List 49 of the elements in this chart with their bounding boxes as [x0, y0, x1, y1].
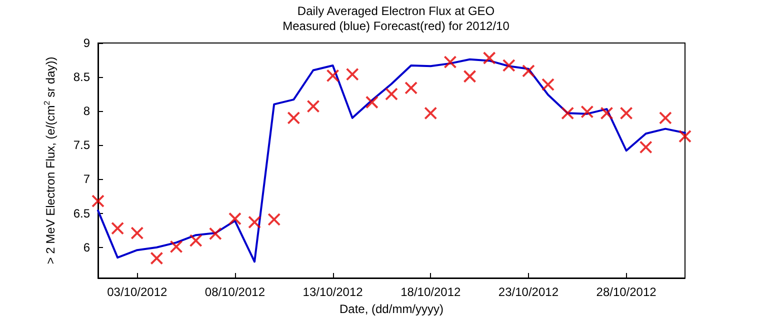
- point: [248, 216, 262, 229]
- point: [678, 130, 692, 143]
- point: [385, 88, 398, 101]
- point: [482, 51, 496, 64]
- point: [502, 58, 516, 72]
- point: [542, 78, 555, 92]
- point: [424, 106, 438, 120]
- x-axis-title: Date, (dd/mm/yyyy): [339, 302, 444, 316]
- y-tick-label: 9: [83, 36, 90, 50]
- x-tick-label: 28/10/2012: [596, 285, 657, 299]
- y-tick-label: 6: [83, 240, 90, 254]
- y-axis-title: > 2 MeV Electron Flux, (e/(cm2 sr day)): [42, 56, 58, 264]
- y-tick-label: 8: [83, 104, 90, 118]
- point: [444, 56, 457, 69]
- point: [228, 212, 242, 226]
- point: [522, 64, 535, 78]
- point: [208, 227, 222, 240]
- x-tick-label: 13/10/2012: [302, 285, 364, 299]
- point: [150, 252, 164, 265]
- point: [639, 140, 652, 154]
- point: [189, 234, 202, 248]
- y-tick-label: 8.5: [73, 70, 90, 84]
- y-tick-label: 7: [83, 172, 90, 186]
- x-tick-label: 23/10/2012: [498, 285, 559, 299]
- point: [346, 68, 359, 81]
- line-series: [97, 58, 686, 263]
- y-tick-label: 6.5: [73, 206, 90, 220]
- point: [600, 106, 614, 120]
- point: [620, 106, 633, 120]
- x-tick-label: 18/10/2012: [400, 285, 461, 299]
- point: [111, 222, 124, 235]
- chart-title: Daily Averaged Electron Flux at GEO: [297, 4, 495, 18]
- point: [268, 212, 281, 226]
- point: [326, 69, 340, 82]
- point: [365, 96, 378, 109]
- point: [580, 105, 594, 118]
- point: [130, 226, 144, 240]
- point: [287, 111, 300, 124]
- point: [561, 106, 574, 120]
- point: [170, 240, 183, 254]
- point: [92, 194, 104, 208]
- x-tick-label: 08/10/2012: [204, 285, 266, 299]
- y-tick-label: 7.5: [73, 138, 90, 152]
- point: [404, 81, 418, 94]
- point: [463, 70, 476, 83]
- x-tick-label: 03/10/2012: [107, 285, 168, 299]
- chart-subtitle: Measured (blue) Forecast(red) for 2012/10: [282, 19, 510, 33]
- point: [658, 111, 672, 124]
- point: [306, 100, 320, 113]
